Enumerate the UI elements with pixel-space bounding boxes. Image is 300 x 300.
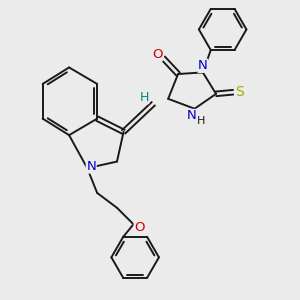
Text: N: N (198, 59, 208, 72)
Text: O: O (152, 48, 163, 61)
Text: S: S (235, 85, 244, 99)
Text: N: N (186, 110, 196, 122)
Text: O: O (134, 221, 145, 234)
Text: H: H (140, 91, 149, 104)
Text: H: H (197, 116, 206, 126)
Text: N: N (86, 160, 96, 173)
